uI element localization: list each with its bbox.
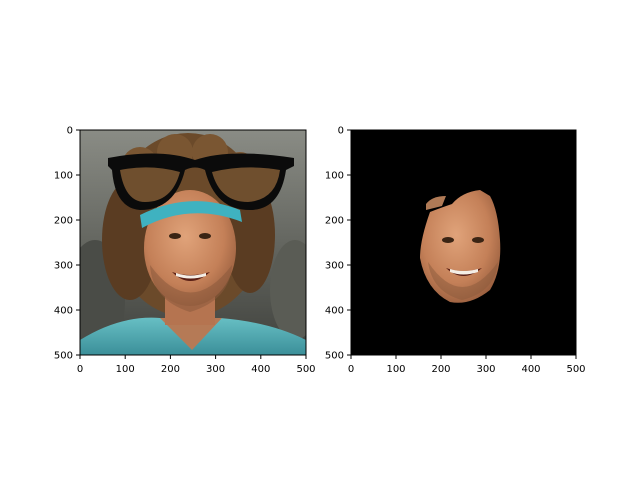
left-axes-frame [79, 129, 307, 356]
right-ytick-label: 400 [325, 306, 344, 317]
right-xtick-label: 500 [566, 364, 585, 375]
right-photo [351, 130, 576, 355]
right-xtick-label: 200 [431, 364, 450, 375]
right-xtick-label: 100 [386, 364, 405, 375]
right-ytick-label: 500 [325, 351, 344, 362]
right-ytick-label: 300 [325, 261, 344, 272]
headband [140, 201, 242, 228]
right-image-axes: 0 100 200 300 400 500 0 100 200 300 400 500 [325, 126, 586, 376]
left-ticks: 0 100 200 300 400 500 0 100 200 300 400 500 [54, 126, 316, 376]
left-ytick-label: 400 [54, 306, 73, 317]
right-xtick-label: 300 [476, 364, 495, 375]
right-xtick-label: 400 [521, 364, 540, 375]
left-ytick-label: 200 [54, 216, 73, 227]
left-ytick-label: 300 [54, 261, 73, 272]
left-xtick-label: 300 [206, 364, 225, 375]
right-ytick-label: 0 [338, 126, 344, 137]
left-xtick-label: 400 [251, 364, 270, 375]
left-image-axes: 0 100 200 300 400 500 0 100 200 300 400 500 [54, 126, 316, 376]
right-ytick-label: 100 [325, 171, 344, 182]
right-ytick-label: 200 [325, 216, 344, 227]
face [144, 190, 236, 306]
glasses-overlay [108, 153, 294, 210]
left-xtick-label: 200 [161, 364, 180, 375]
left-xtick-label: 0 [77, 364, 83, 375]
right-xtick-label: 0 [348, 364, 354, 375]
left-xtick-label: 100 [116, 364, 135, 375]
left-xtick-label: 500 [296, 364, 315, 375]
left-photo [80, 130, 306, 355]
left-ytick-label: 100 [54, 171, 73, 182]
segmented-face [420, 190, 501, 303]
right-axes-frame [350, 129, 577, 356]
right-ticks: 0 100 200 300 400 500 0 100 200 300 400 500 [325, 126, 586, 376]
left-ytick-label: 0 [67, 126, 73, 137]
left-ytick-label: 500 [54, 351, 73, 362]
